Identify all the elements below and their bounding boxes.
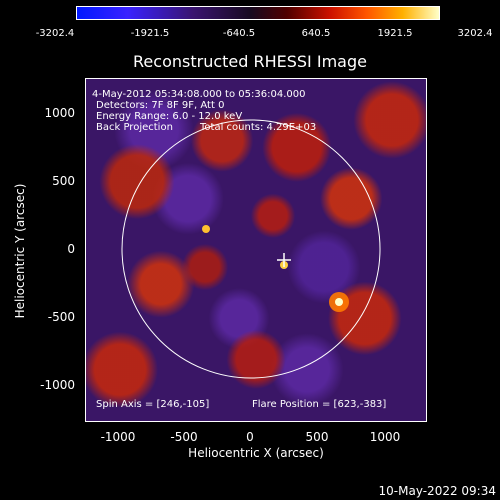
colorbar-label: 1921.5 (377, 28, 413, 39)
y-tick-label: 500 (52, 174, 75, 188)
x-tick-label: -1000 (100, 430, 136, 444)
y-tick-label: -1000 (40, 378, 75, 392)
y-axis-label: Heliocentric Y (arcsec) (13, 183, 27, 319)
energy-range-label: Energy Range: 6.0 - 12.0 keV (96, 111, 243, 122)
spin-axis-label: Spin Axis = [246,-105] (96, 399, 210, 410)
spin-axis-crosshair-icon (277, 253, 291, 267)
detectors-label: Detectors: 7F 8F 9F, Att 0 (96, 100, 225, 111)
time-range-label: 4-May-2012 05:34:08.000 to 05:36:04.000 (92, 89, 306, 100)
method-label: Back Projection (96, 122, 173, 133)
colorbar-label: -640.5 (222, 28, 256, 39)
image-overlay (121, 119, 381, 379)
total-counts-label: Total counts: 4.29E+03 (200, 122, 317, 133)
y-tick-label: -500 (47, 310, 75, 324)
generated-timestamp: 10-May-2022 09:34 (378, 484, 496, 498)
solar-limb-circle (121, 119, 381, 379)
x-axis-label: Heliocentric X (arcsec) (188, 446, 324, 460)
flare-core (335, 298, 343, 306)
x-tick-label: 500 (305, 430, 329, 444)
x-tick-label: 1000 (369, 430, 401, 444)
colorbar-label: 640.5 (301, 28, 331, 39)
colorbar-label: -3202.4 (35, 28, 75, 39)
y-tick-label: 0 (67, 242, 75, 256)
x-tick-label: -500 (170, 430, 198, 444)
colorbar-label: 3202.4 (457, 28, 493, 39)
x-tick-label: 0 (246, 430, 254, 444)
colorbar (76, 6, 440, 20)
colorbar-label: -1921.5 (130, 28, 170, 39)
image-title: Reconstructed RHESSI Image (133, 52, 367, 71)
secondary-source (202, 225, 210, 233)
y-tick-label: 1000 (44, 106, 75, 120)
flare-position-label: Flare Position = [623,-383] (252, 399, 387, 410)
rhessi-image: 4-May-2012 05:34:08.000 to 05:36:04.000 … (85, 78, 427, 422)
